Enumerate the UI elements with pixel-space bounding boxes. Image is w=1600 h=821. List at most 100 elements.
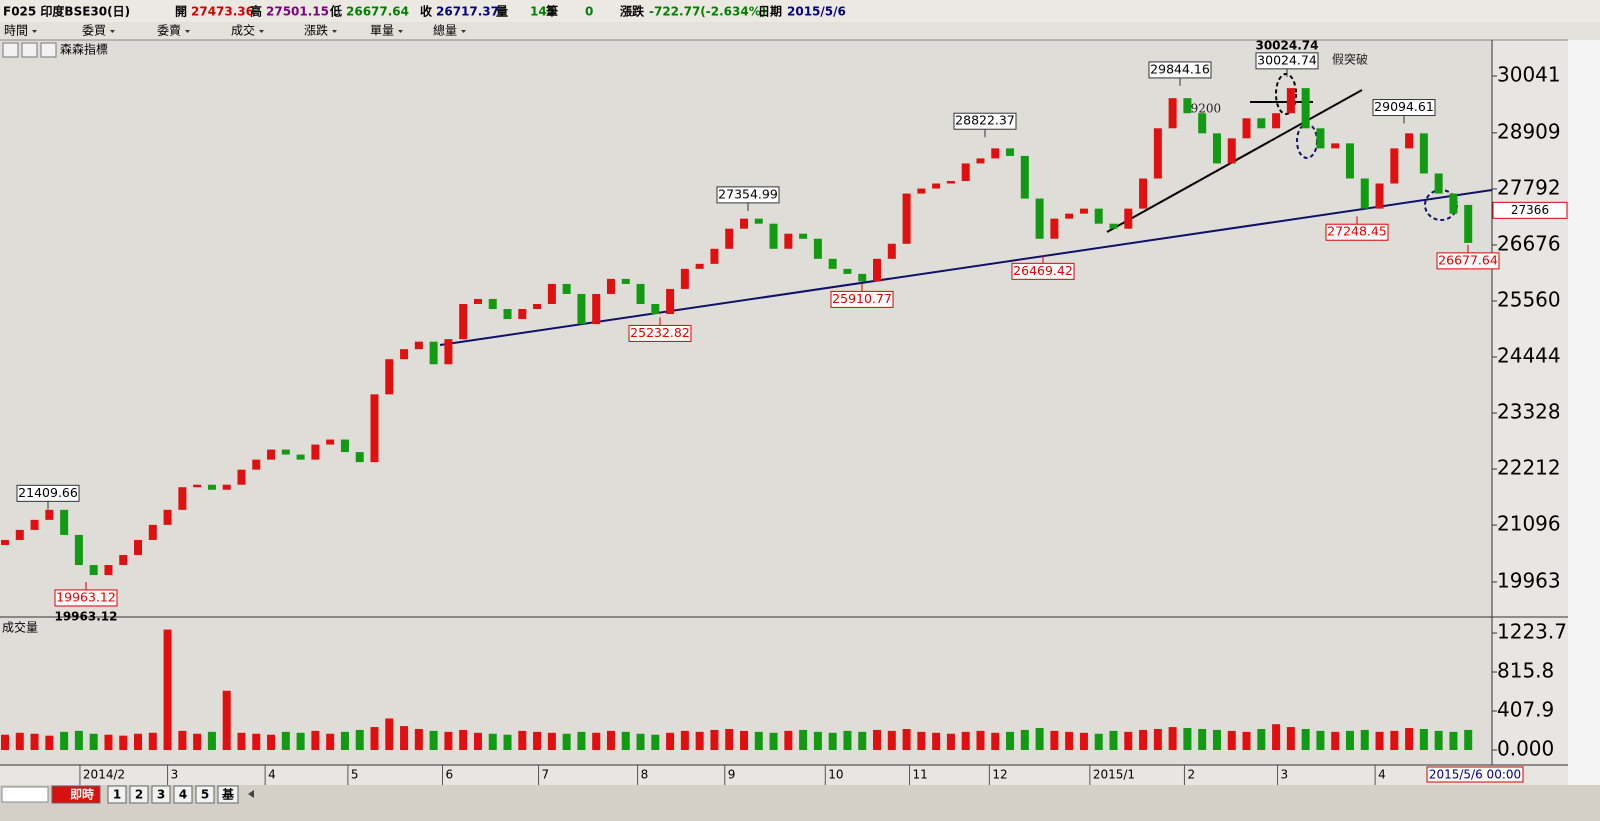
- volume-bar: [562, 733, 571, 750]
- tool-icon[interactable]: [21, 42, 38, 58]
- menu-item[interactable]: 委買: [82, 24, 106, 38]
- volume-bar: [1079, 732, 1088, 750]
- candle: [370, 394, 379, 463]
- volume-bar: [976, 730, 985, 750]
- candle: [828, 258, 837, 269]
- title: F025 印度BSE30(日): [3, 4, 130, 19]
- tab[interactable]: [51, 785, 101, 804]
- dropdown-arrow[interactable]: [461, 30, 466, 33]
- menu-item[interactable]: 時間: [4, 24, 28, 38]
- volume-bar: [429, 730, 438, 750]
- volume-bar: [45, 735, 54, 750]
- candle: [104, 565, 113, 576]
- candle: [355, 452, 364, 463]
- dropdown-arrow[interactable]: [32, 30, 37, 33]
- candle: [1390, 148, 1399, 184]
- tab[interactable]: [195, 785, 215, 804]
- value-box: [1255, 52, 1319, 70]
- candle: [1434, 173, 1443, 194]
- tab[interactable]: [151, 785, 171, 804]
- tab[interactable]: [173, 785, 193, 804]
- menu-item[interactable]: 總量: [433, 23, 457, 38]
- tab-label[interactable]: 1: [113, 788, 121, 802]
- volume-bar: [119, 735, 128, 750]
- axis-area: [1492, 40, 1568, 765]
- volume-bar: [858, 731, 867, 750]
- dropdown-arrow[interactable]: [332, 30, 337, 33]
- label: 收: [420, 4, 432, 19]
- volume-bar: [267, 734, 276, 750]
- indicator-name[interactable]: 森森指標: [60, 42, 108, 57]
- dropdown-arrow[interactable]: [398, 30, 403, 33]
- candle: [74, 534, 83, 566]
- y-tick-label: 19963: [1497, 568, 1561, 592]
- x-tick-label: 9: [728, 768, 736, 782]
- candle: [1464, 204, 1473, 243]
- candle: [769, 223, 778, 249]
- volume-bar: [400, 726, 409, 750]
- input-box[interactable]: [1, 786, 49, 803]
- tab[interactable]: [107, 785, 127, 804]
- volume-bar: [1006, 731, 1015, 750]
- price-marker: [1492, 201, 1568, 219]
- tab-label[interactable]: 5: [201, 788, 209, 802]
- tab[interactable]: [217, 785, 239, 804]
- volume-bar: [178, 730, 187, 750]
- footer-bar: [0, 785, 1600, 821]
- tab-label[interactable]: 即時: [70, 787, 94, 802]
- volume-bar: [340, 731, 349, 750]
- volume-bar: [1139, 729, 1148, 750]
- volume-bar: [444, 731, 453, 750]
- x-tick-label: 5: [351, 768, 359, 782]
- value: 26677.64: [346, 5, 409, 19]
- tab-label[interactable]: 3: [157, 788, 165, 802]
- tool-icon[interactable]: [2, 42, 19, 58]
- volume-bar: [680, 730, 689, 750]
- value: -722.77(-2.634%): [649, 5, 766, 19]
- candle: [1316, 128, 1325, 149]
- volume-bar: [60, 731, 69, 750]
- value-label: 28822.37: [955, 113, 1015, 128]
- volume-bar: [1419, 728, 1428, 750]
- volume-bar: [577, 731, 586, 750]
- candle: [459, 303, 468, 340]
- value-label: 26469.42: [1013, 263, 1073, 278]
- volume-bar: [1153, 728, 1162, 750]
- candle: [636, 283, 645, 304]
- tab-label[interactable]: 基: [221, 787, 235, 802]
- menu-item[interactable]: 委賣: [157, 23, 181, 38]
- scroll-arrow[interactable]: [248, 790, 254, 798]
- y-tick-label: 27792: [1497, 175, 1561, 199]
- tab[interactable]: [129, 785, 149, 804]
- volume-bar: [621, 731, 630, 750]
- tool-icon[interactable]: [40, 42, 57, 58]
- menu-item[interactable]: 漲跌: [304, 23, 328, 38]
- y-tick-label: 0.000: [1497, 737, 1554, 761]
- label: 低: [329, 4, 342, 19]
- tab-label[interactable]: 2: [135, 788, 143, 802]
- volume-bar: [533, 731, 542, 750]
- volume-bar: [222, 690, 231, 750]
- y-tick-label: 22212: [1497, 456, 1561, 480]
- volume-bar: [740, 730, 748, 750]
- tab-label[interactable]: 4: [179, 788, 187, 802]
- candle: [1301, 88, 1310, 129]
- candle: [148, 524, 157, 540]
- value-label: 27354.99: [718, 186, 778, 201]
- dropdown-arrow[interactable]: [110, 30, 115, 33]
- dropdown-arrow[interactable]: [185, 30, 190, 33]
- candle: [651, 303, 660, 315]
- dropdown-arrow[interactable]: [259, 30, 264, 33]
- volume-bar: [252, 733, 261, 750]
- volume-bar: [592, 732, 601, 750]
- candle: [592, 293, 601, 325]
- menu-item[interactable]: 單量: [370, 24, 394, 38]
- header-bar: [0, 0, 1600, 22]
- value-box: [1011, 262, 1075, 280]
- menu-item[interactable]: 成交: [231, 23, 255, 38]
- candle: [326, 439, 335, 445]
- volume-bar: [873, 729, 882, 750]
- candle: [961, 163, 970, 182]
- candle: [488, 298, 497, 310]
